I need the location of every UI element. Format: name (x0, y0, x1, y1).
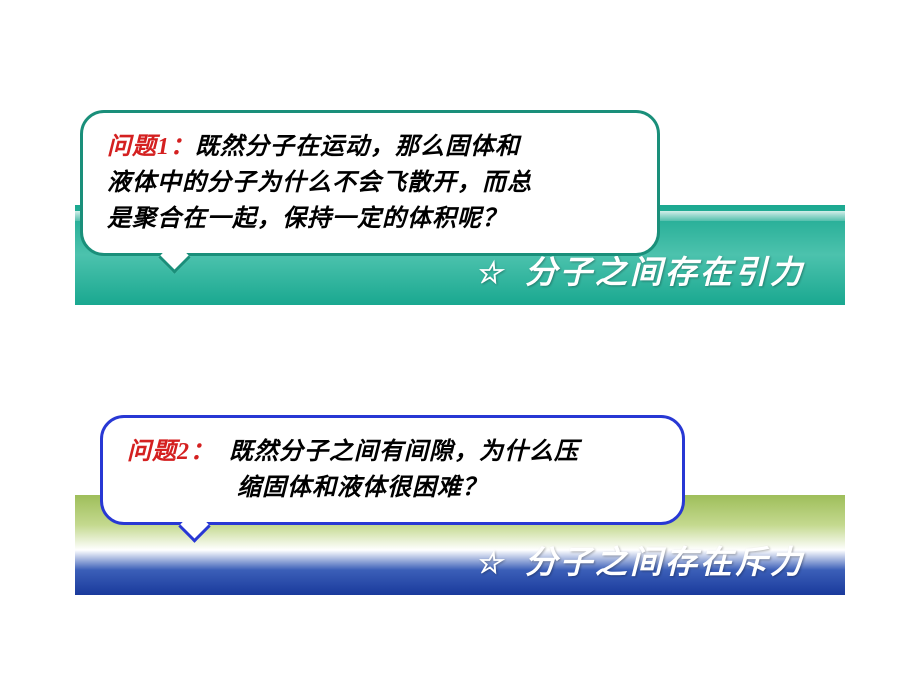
question-1-line3: 是聚合在一起，保持一定的体积呢？ (107, 206, 507, 232)
answer-2: ☆ 分子之间存在斥力 (475, 537, 805, 583)
answer-1-text: 分子之间存在引力 (525, 254, 805, 290)
question-1-line1: 既然分子在运动，那么固体和 (195, 134, 520, 160)
question-2-content: 问题2： 既然分子之间有间隙，为什么压 缩固体和液体很困难？ (127, 439, 658, 506)
section-attraction: 问题1：既然分子在运动，那么固体和 液体中的分子为什么不会飞散开，而总 是聚合在… (75, 145, 845, 305)
star-icon: ☆ (475, 546, 505, 581)
question-2-line2: 缩固体和液体很困难？ (127, 470, 658, 506)
section-repulsion: 问题2： 既然分子之间有间隙，为什么压 缩固体和液体很困难？ ☆ 分子之间存在斥力 (75, 435, 845, 595)
question-2-line1: 既然分子之间有间隙，为什么压 (229, 439, 579, 465)
question-1-content: 问题1：既然分子在运动，那么固体和 液体中的分子为什么不会飞散开，而总 是聚合在… (107, 134, 532, 232)
question-2-label: 问题2： (127, 439, 215, 465)
question-callout-1: 问题1：既然分子在运动，那么固体和 液体中的分子为什么不会飞散开，而总 是聚合在… (80, 110, 660, 256)
question-1-line2: 液体中的分子为什么不会飞散开，而总 (107, 170, 532, 196)
star-icon: ☆ (475, 256, 505, 291)
question-callout-2: 问题2： 既然分子之间有间隙，为什么压 缩固体和液体很困难？ (100, 415, 685, 525)
question-1-label: 问题1： (107, 134, 195, 160)
answer-2-text: 分子之间存在斥力 (525, 544, 805, 580)
